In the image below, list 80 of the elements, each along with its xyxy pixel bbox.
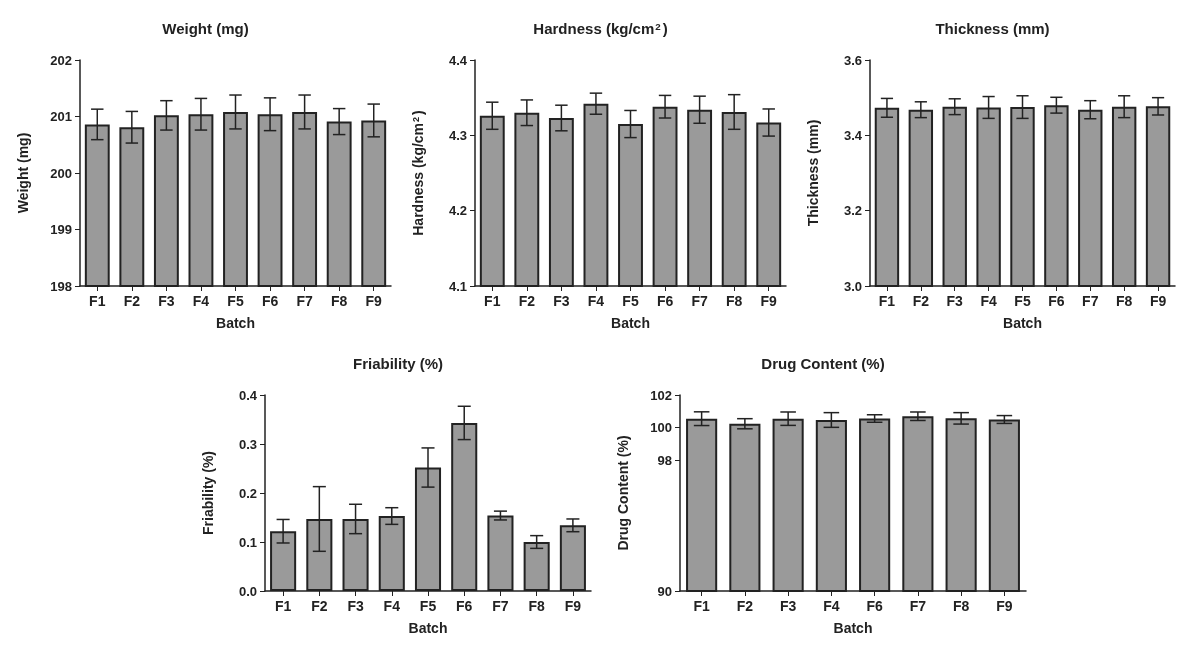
chart-title: Weight (mg) xyxy=(162,20,249,37)
y-axis-title: Weight (mg) xyxy=(15,132,31,214)
y-tick-label: 4.2 xyxy=(448,203,467,219)
x-tick-label: F9 xyxy=(365,293,383,309)
x-tick-label: F9 xyxy=(996,598,1013,614)
y-tick-label: 199 xyxy=(50,222,72,237)
x-tick-label: F7 xyxy=(691,293,708,309)
y-tick-label: 4.1 xyxy=(448,278,467,294)
y-tick-label: 98 xyxy=(657,452,672,468)
x-tick-label: F2 xyxy=(912,293,930,309)
y-tick-label: 3.0 xyxy=(843,278,862,294)
y-tick-label: 201 xyxy=(50,109,72,124)
x-tick-label: F1 xyxy=(484,293,501,309)
x-tick-label: F7 xyxy=(492,598,509,614)
x-axis-title: Batch xyxy=(611,315,650,331)
x-tick-label: F6 xyxy=(456,598,473,614)
x-tick-label: F5 xyxy=(1014,293,1031,309)
x-tick-label: F4 xyxy=(587,293,605,309)
y-tick-label: 3.6 xyxy=(843,52,862,68)
x-axis-title: Batch xyxy=(216,315,255,331)
x-tick-label: F8 xyxy=(330,293,348,309)
x-tick-label: F7 xyxy=(1082,293,1099,309)
x-tick-label: F6 xyxy=(656,293,674,309)
x-tick-label: F6 xyxy=(261,293,279,309)
x-tick-label: F4 xyxy=(823,598,840,614)
x-tick-label: F7 xyxy=(296,293,313,309)
y-axis-title: Drug Content (%) xyxy=(615,435,631,551)
y-axis-title: Friability (%) xyxy=(200,450,216,536)
x-tick-label: F4 xyxy=(383,598,401,614)
y-tick-label: 0.1 xyxy=(238,534,257,550)
x-tick-label: F9 xyxy=(760,293,778,309)
x-tick-label: F8 xyxy=(1115,293,1133,309)
x-tick-label: F2 xyxy=(311,598,328,614)
y-tick-label: 202 xyxy=(50,52,72,68)
x-tick-label: F3 xyxy=(158,293,175,309)
x-tick-label: F3 xyxy=(347,598,364,614)
y-tick-label: 3.4 xyxy=(843,127,863,143)
x-tick-label: F2 xyxy=(736,598,754,614)
x-tick-label: F1 xyxy=(274,598,292,614)
x-tick-label: F8 xyxy=(952,598,970,614)
y-tick-label: 90 xyxy=(657,583,672,599)
x-tick-label: F2 xyxy=(518,293,536,309)
chart-title: Drug Content (%) xyxy=(761,355,885,372)
x-tick-label: F5 xyxy=(419,598,437,614)
chart-title: Thickness (mm) xyxy=(935,20,1050,37)
x-axis-title: Batch xyxy=(833,620,873,636)
y-tick-label: 4.4 xyxy=(448,52,468,68)
y-axis-title: Thickness (mm) xyxy=(805,119,821,227)
x-axis-title: Batch xyxy=(408,620,448,636)
x-tick-label: F1 xyxy=(89,293,106,309)
x-tick-label: F7 xyxy=(909,598,927,614)
y-tick-label: 0.2 xyxy=(238,485,257,501)
x-axis-title: Batch xyxy=(1003,315,1042,331)
x-tick-label: F8 xyxy=(725,293,743,309)
x-tick-label: F9 xyxy=(564,598,582,614)
x-tick-label: F1 xyxy=(878,293,896,309)
y-tick-label: 102 xyxy=(650,387,672,403)
x-tick-label: F8 xyxy=(528,598,546,614)
y-tick-label: 0.3 xyxy=(238,436,257,452)
y-tick-label: 0.4 xyxy=(238,387,258,403)
x-tick-label: F3 xyxy=(779,598,797,614)
x-tick-label: F6 xyxy=(866,598,883,614)
y-tick-label: 3.2 xyxy=(843,203,862,219)
y-tick-label: 200 xyxy=(50,165,72,181)
x-tick-label: F9 xyxy=(1149,293,1167,309)
x-tick-label: F3 xyxy=(946,293,964,309)
y-tick-label: 0.0 xyxy=(238,583,257,599)
x-tick-label: F4 xyxy=(192,293,210,309)
x-tick-label: F1 xyxy=(693,598,710,614)
y-axis-title: Hardness (kg/cm2) xyxy=(410,110,426,236)
x-tick-label: F4 xyxy=(980,293,997,309)
x-tick-label: F3 xyxy=(553,293,570,309)
x-tick-label: F2 xyxy=(123,293,141,309)
x-tick-label: F5 xyxy=(622,293,639,309)
chart-title: Friability (%) xyxy=(352,355,444,372)
y-tick-label: 100 xyxy=(650,420,672,436)
y-tick-label: 4.3 xyxy=(448,127,467,143)
x-tick-label: F6 xyxy=(1048,293,1065,309)
y-tick-label: 198 xyxy=(50,278,72,294)
x-tick-label: F5 xyxy=(227,293,244,309)
